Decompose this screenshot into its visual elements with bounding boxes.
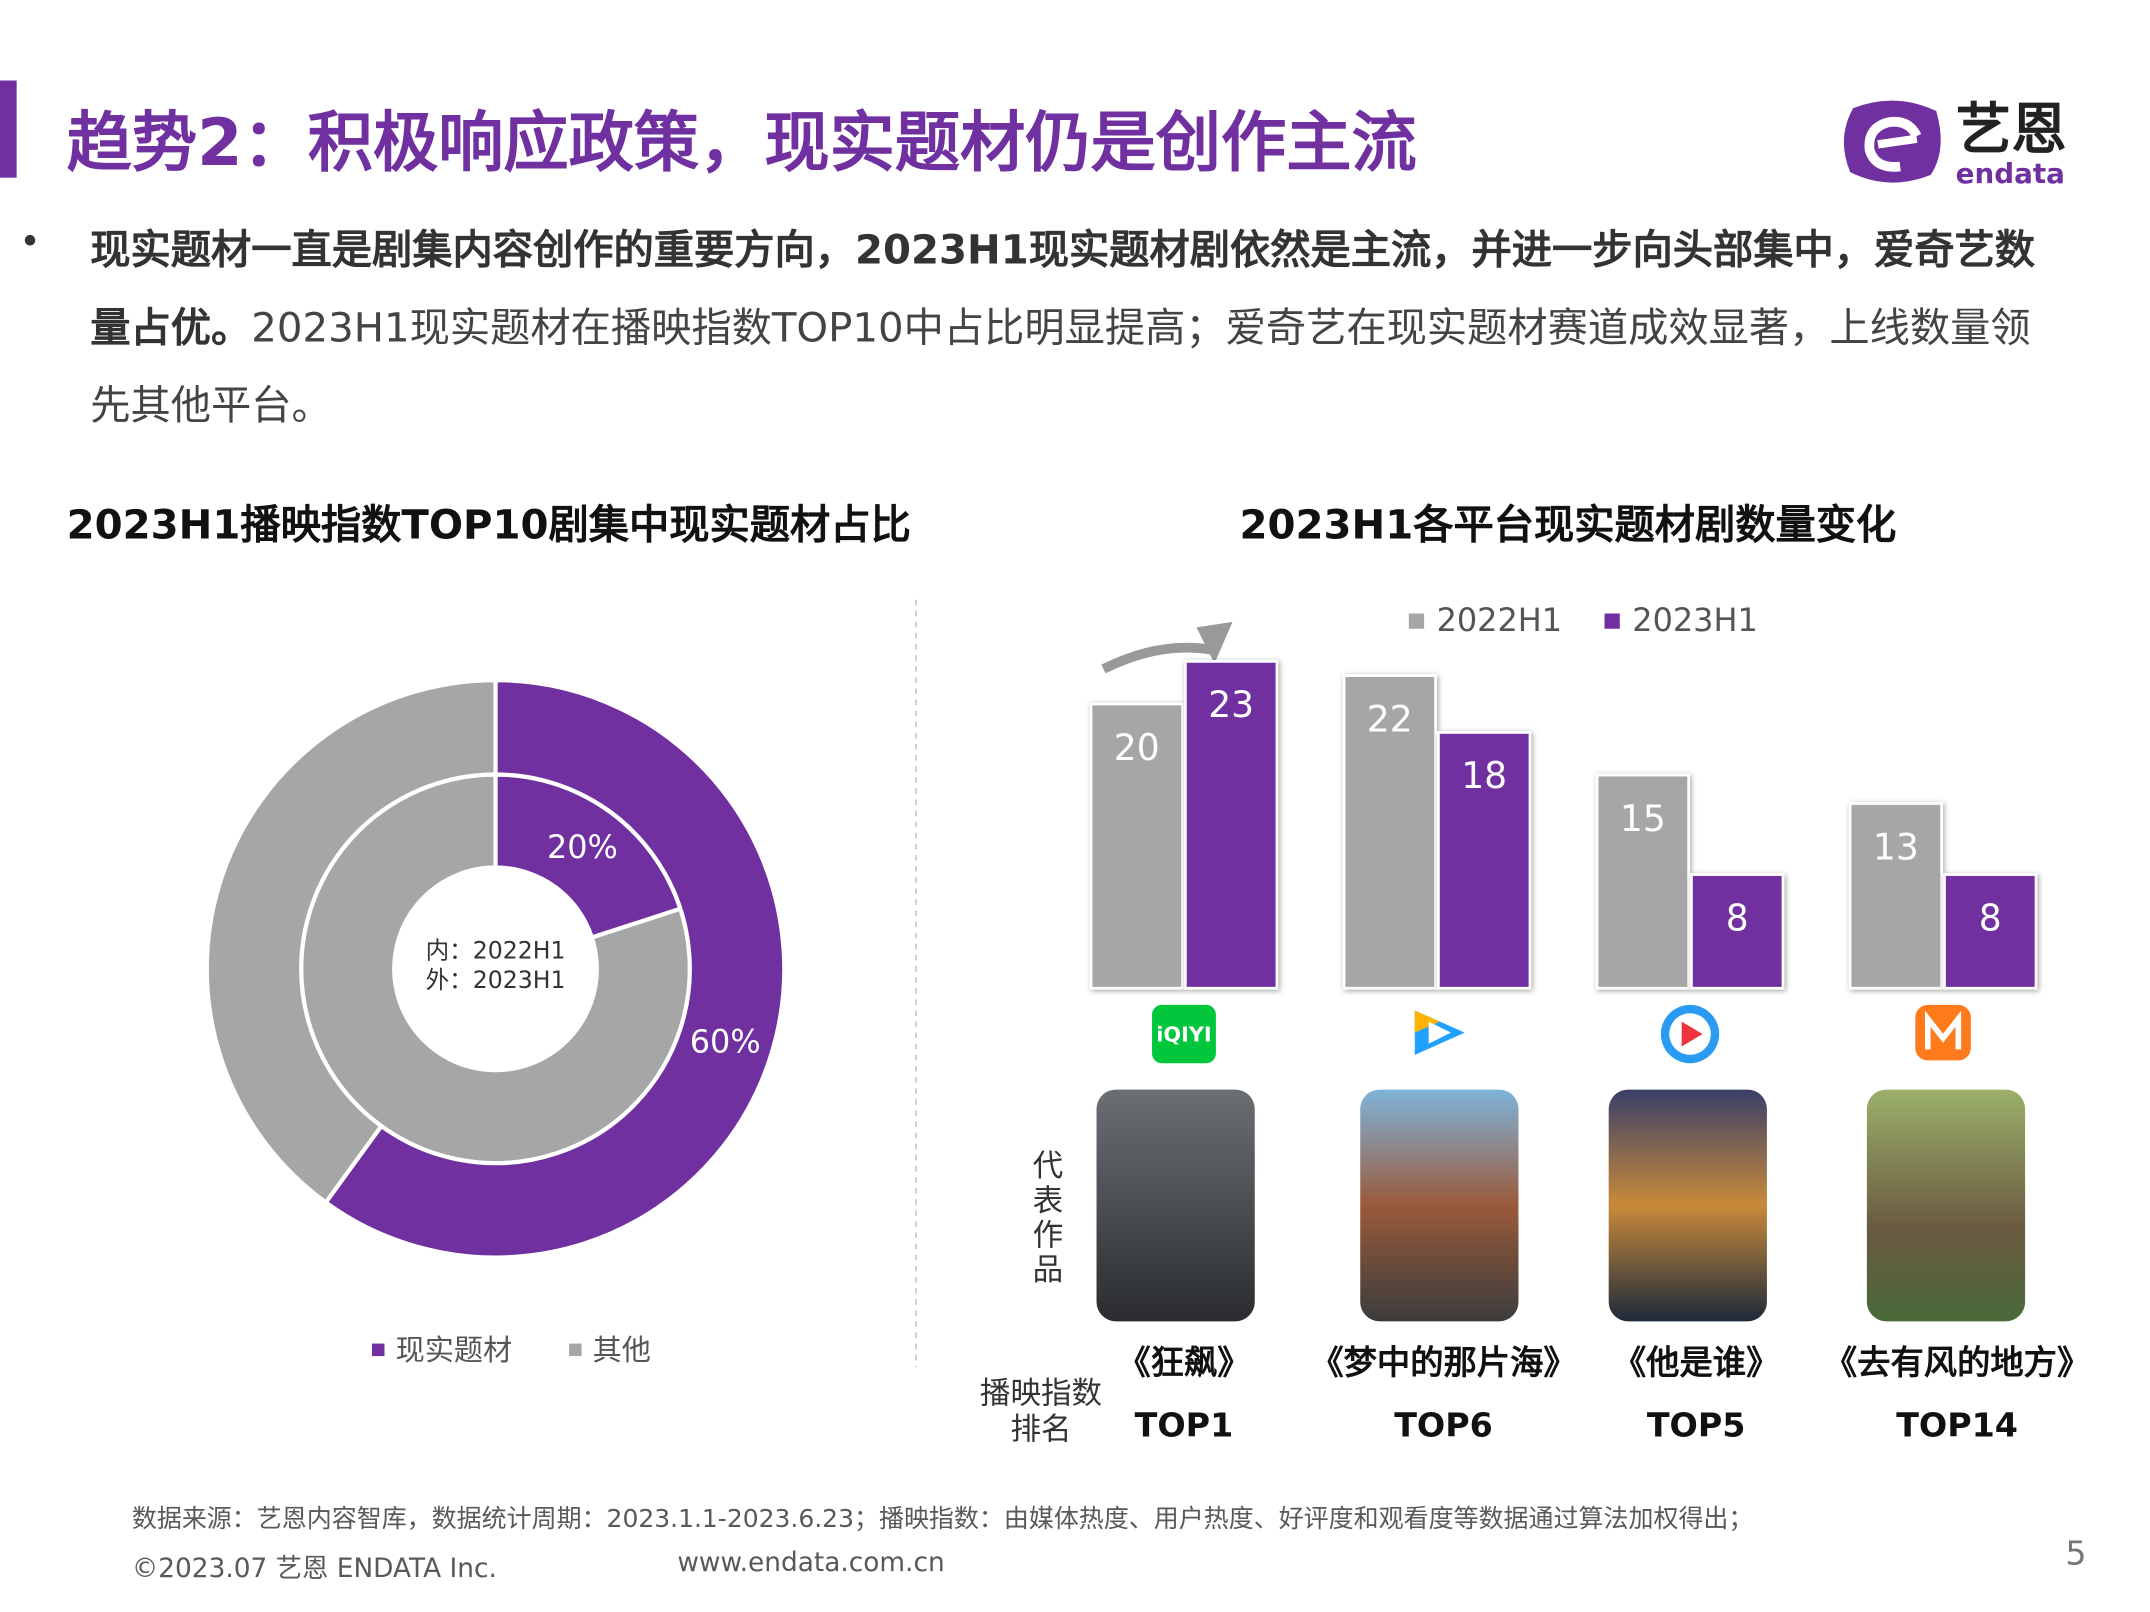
bar <box>1595 773 1691 990</box>
bar <box>1690 873 1785 990</box>
legend-swatch <box>371 1343 385 1357</box>
platform-logo-part <box>1681 1021 1703 1047</box>
legend-label: 现实题材 <box>396 1333 513 1367</box>
work-title: 《梦中的那片海》 <box>1310 1343 1576 1382</box>
data-label: 20 <box>1114 727 1160 769</box>
poster <box>1866 1089 2026 1322</box>
bar <box>1089 702 1184 990</box>
data-label: 60% <box>690 1022 761 1060</box>
work-rank: TOP14 <box>1896 1405 2018 1444</box>
legend-label: 2022H1 <box>1437 601 1563 639</box>
data-label: 23 <box>1208 684 1254 726</box>
work-rank: TOP6 <box>1394 1405 1493 1444</box>
copyright: ©2023.07 艺恩 ENDATA Inc. <box>131 1553 497 1584</box>
page-number: 5 <box>2065 1533 2087 1573</box>
legend-swatch <box>1604 613 1620 629</box>
platform-logo <box>1915 1004 1971 1061</box>
trend-arrow <box>1101 642 1212 674</box>
title-accent <box>0 80 17 178</box>
brand-en: endata <box>1956 157 2065 190</box>
work-title: 《他是谁》 <box>1613 1343 1779 1382</box>
legend-swatch <box>569 1343 582 1357</box>
legend-label: 其他 <box>593 1333 651 1367</box>
platform-logo <box>1152 1004 1216 1064</box>
legend-swatch <box>1408 613 1425 629</box>
center-label: 内：2022H1 <box>426 937 566 965</box>
logo-e-bar <box>1877 134 1918 149</box>
poster <box>1096 1089 1255 1322</box>
bullet-bold: 现实题材一直是剧集内容创作的重要方向，2023H1现实题材剧依然是主流，并进一步… <box>90 226 2036 352</box>
bar <box>1943 873 2038 990</box>
work-rank: TOP1 <box>1135 1405 1234 1444</box>
bar <box>1183 659 1279 990</box>
donut-segment <box>204 678 498 1206</box>
platform-logo-part <box>1925 1010 1962 1050</box>
data-label: 8 <box>1979 897 2002 939</box>
platform-logo-part <box>1414 1010 1440 1033</box>
bar <box>1342 674 1437 990</box>
brand-cn: 艺恩 <box>1956 97 2067 162</box>
bar <box>1436 731 1532 990</box>
logo-e <box>1864 116 1922 172</box>
brand-logo: 艺恩 endata <box>1843 97 2067 190</box>
rank-label: 播映指数排名 <box>979 1376 1103 1448</box>
work-title: 《去有风的地方》 <box>1824 1343 2090 1382</box>
source-note: 数据来源：艺恩内容智库，数据统计周期：2023.1.1-2023.6.23；播映… <box>131 1504 1754 1534</box>
bullet-normal: 2023H1现实题材在播映指数TOP10中占比明显提高；爱奇艺在现实题材赛道成效… <box>90 303 2031 429</box>
work-title: 《狂飙》 <box>1117 1343 1250 1382</box>
data-label: 20% <box>547 828 618 866</box>
platform-logo-part <box>1428 1021 1451 1044</box>
center-label: 外：2023H1 <box>426 966 566 994</box>
data-label: 22 <box>1367 698 1413 740</box>
category-label: iQIYI <box>1156 1022 1211 1046</box>
poster <box>1608 1089 1767 1322</box>
chart-title: 2023H1各平台现实题材剧数量变化 <box>1239 501 1897 549</box>
bar <box>1848 802 1944 990</box>
data-label: 18 <box>1461 755 1507 797</box>
trend-arrow-head <box>1196 621 1233 664</box>
data-label: 15 <box>1620 798 1666 840</box>
data-label: 8 <box>1726 897 1749 939</box>
poster <box>1360 1089 1519 1322</box>
url: www.endata.com.cn <box>677 1547 945 1579</box>
page-title: 趋势2：积极响应政策，现实题材仍是创作主流 <box>66 105 1417 182</box>
chart-title: 2023H1播映指数TOP10剧集中现实题材占比 <box>66 501 911 549</box>
work-rank: TOP5 <box>1647 1405 1746 1444</box>
bullet-text: 现实题材一直是剧集内容创作的重要方向，2023H1现实题材剧依然是主流，并进一步… <box>90 211 2061 444</box>
legend-label: 2023H1 <box>1632 601 1758 639</box>
donut-segment <box>322 678 787 1260</box>
works-label: 代表作品 <box>1027 1149 1062 1289</box>
bullet-dot: • <box>19 222 41 264</box>
data-label: 13 <box>1873 826 1919 868</box>
